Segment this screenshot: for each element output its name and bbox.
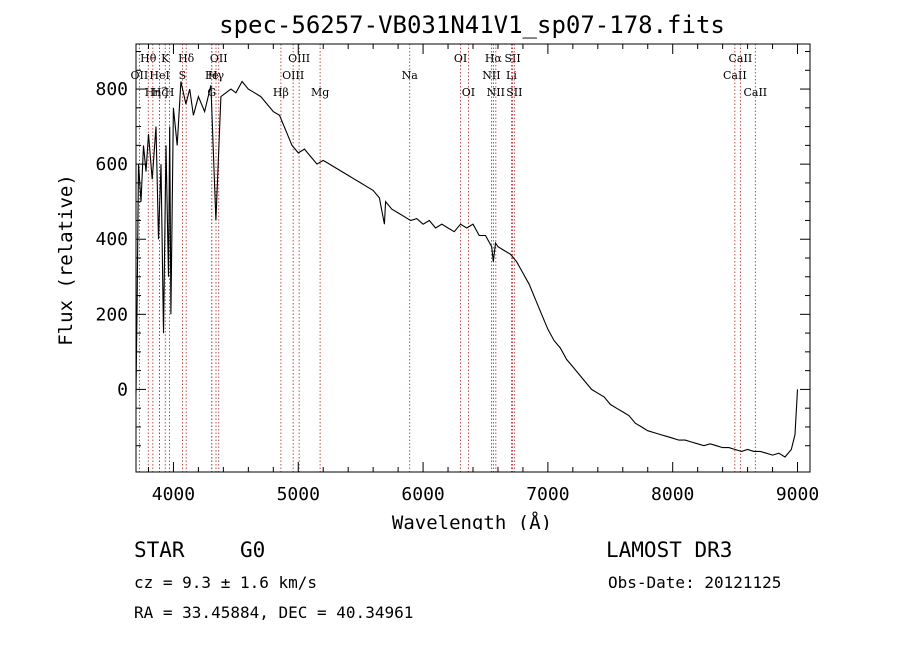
- marker-label: CaII: [743, 86, 767, 99]
- spectrum-chart: spec-56257-VB031N41V1_sp07-178.fits Hθ OI…: [55, 11, 819, 530]
- x-tick-label: 8000: [651, 484, 694, 505]
- marker-label: H: [165, 86, 175, 99]
- marker-label: Li: [506, 69, 517, 82]
- marker-label: CaII: [729, 52, 753, 65]
- marker-label: SII: [504, 52, 520, 65]
- x-tick-label: 5000: [277, 484, 320, 505]
- x-tick-label: 6000: [401, 484, 444, 505]
- marker-label: G: [207, 86, 216, 99]
- x-axis-label: Wavelength (Å): [392, 511, 552, 530]
- marker-label: CaII: [723, 69, 747, 82]
- marker-label: Hγ: [208, 69, 225, 82]
- marker-label: OI: [454, 52, 467, 65]
- marker-label: NII: [482, 69, 500, 82]
- observation-date: Obs-Date: 20121125: [608, 573, 782, 592]
- marker-label: Na: [402, 69, 419, 82]
- marker-label: Hη: [145, 86, 161, 99]
- x-tick-label: 4000: [152, 484, 195, 505]
- marker-label: K: [161, 52, 170, 65]
- marker-label: SII: [506, 86, 522, 99]
- redshift-cz: cz = 9.3 ± 1.6 km/s: [134, 573, 318, 592]
- marker-label: OII: [210, 52, 228, 65]
- marker-label: OII: [131, 69, 149, 82]
- coordinates: RA = 33.45884, DEC = 40.34961: [134, 603, 414, 622]
- marker-label: Hβ: [273, 86, 289, 99]
- marker-label: Hζ: [152, 86, 168, 99]
- marker-label: OIII: [288, 52, 310, 65]
- marker-label: NII: [487, 86, 505, 99]
- y-axis-label: Flux (relative): [55, 174, 77, 346]
- plot-frame: [135, 43, 811, 473]
- series-layer: [135, 80, 799, 458]
- y-tick-label: 600: [95, 154, 128, 175]
- object-subclass: G0: [240, 538, 266, 562]
- y-tick-label: 200: [95, 304, 128, 325]
- flux-line: [135, 80, 799, 458]
- marker-label: OIII: [282, 69, 304, 82]
- marker-label: Mg: [311, 86, 329, 99]
- marker-label: Hδ: [178, 52, 195, 65]
- survey-name: LAMOST DR3: [606, 538, 733, 562]
- marker-label: Hα: [485, 52, 503, 65]
- marker-label: OI: [462, 86, 475, 99]
- y-tick-label: 0: [117, 379, 128, 400]
- x-tick-label: 9000: [776, 484, 819, 505]
- y-tick-label: 400: [95, 229, 128, 250]
- marker-label: S: [179, 69, 187, 82]
- axes-layer: 4000 5000 6000 7000 8000 9000 0 200 400 600 800: [95, 44, 819, 505]
- chart-title: spec-56257-VB031N41V1_sp07-178.fits: [219, 11, 725, 39]
- x-tick-label: 7000: [526, 484, 569, 505]
- y-tick-label: 800: [95, 79, 128, 100]
- object-class: STAR: [134, 538, 185, 562]
- marker-label: Hθ: [140, 52, 157, 65]
